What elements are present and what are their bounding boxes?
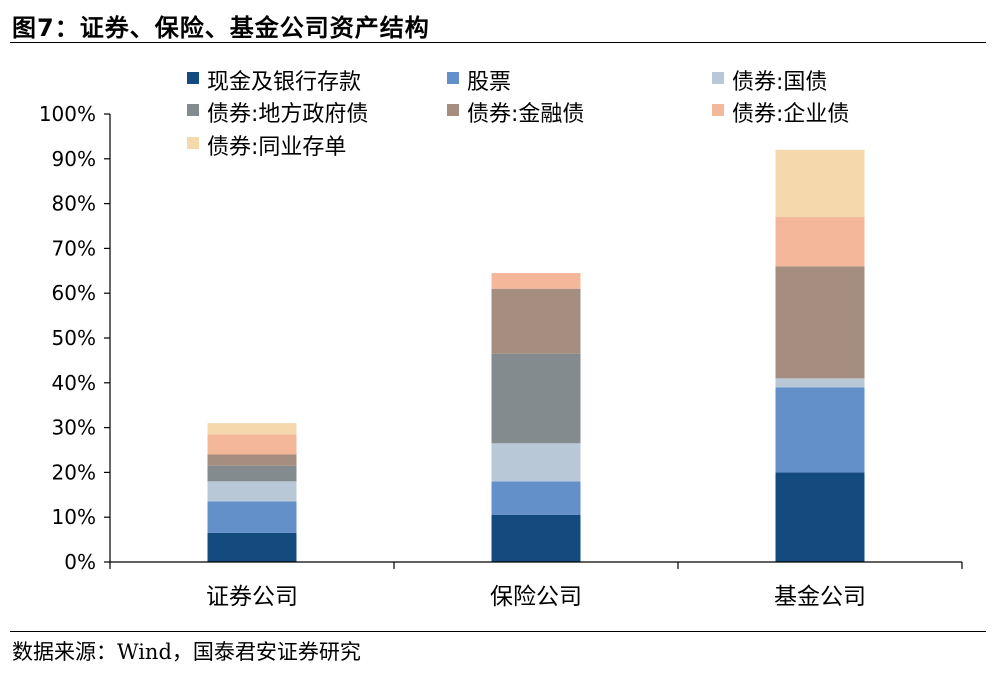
bar-segment <box>491 353 581 444</box>
y-tick-label: 80% <box>52 192 96 216</box>
legend-label: 债券:国债 <box>732 70 827 95</box>
bars <box>207 149 865 562</box>
bar-segment <box>775 472 865 562</box>
bar-segment <box>775 217 865 267</box>
y-tick-label: 70% <box>52 236 96 260</box>
source-note: 数据来源：Wind，国泰君安证券研究 <box>12 640 361 664</box>
y-tick-label: 50% <box>52 326 96 350</box>
legend-label: 债券:同业存单 <box>207 135 346 160</box>
y-tick-label: 0% <box>64 550 96 574</box>
bar-segment <box>207 481 297 502</box>
bar-segment <box>491 514 581 562</box>
bar-segment <box>775 149 865 218</box>
x-axis: 证券公司 保险公司 基金公司 <box>109 561 963 610</box>
legend-swatch <box>187 104 199 116</box>
bar-segment <box>207 423 297 435</box>
legend-swatch <box>187 72 199 84</box>
y-tick-label: 20% <box>52 460 96 484</box>
title-divider <box>10 42 986 43</box>
bar-segment <box>491 443 581 482</box>
x-tick-label: 保险公司 <box>490 584 582 610</box>
bar-segment <box>491 288 581 354</box>
legend-swatch <box>447 72 459 84</box>
bar-segment <box>207 434 297 455</box>
bar-segment <box>775 266 865 379</box>
y-tick-label: 40% <box>52 371 96 395</box>
legend-swatch <box>187 137 199 149</box>
legend-label: 债券:地方政府债 <box>207 102 368 127</box>
legend-label: 现金及银行存款 <box>207 70 361 95</box>
chart-title: 图7：证券、保险、基金公司资产结构 <box>12 14 430 42</box>
y-tick-label: 10% <box>52 505 96 529</box>
y-axis: 0% 10% 20% 30% 40% 50% 60% 70% 80% 90% 100% <box>39 102 111 574</box>
bar-segment <box>491 481 581 515</box>
bar-segment <box>207 501 297 533</box>
legend-swatch <box>447 104 459 116</box>
bar-segment <box>491 273 581 289</box>
bar-segment <box>775 387 865 473</box>
x-tick-label: 证券公司 <box>206 584 298 610</box>
bar-segment <box>207 532 297 562</box>
source-divider <box>10 631 986 632</box>
legend-swatch <box>712 104 724 116</box>
bar-segment <box>775 378 865 388</box>
legend-label: 股票 <box>467 70 511 95</box>
bar-segment <box>207 465 297 482</box>
y-tick-label: 30% <box>52 416 96 440</box>
legend-label: 债券:企业债 <box>732 102 849 127</box>
y-tick-label: 90% <box>52 147 96 171</box>
y-tick-label: 100% <box>39 102 96 126</box>
legend-label: 债券:金融债 <box>467 102 584 127</box>
x-tick-label: 基金公司 <box>774 584 866 610</box>
legend-swatch <box>712 72 724 84</box>
y-tick-label: 60% <box>52 281 96 305</box>
bar-segment <box>207 454 297 466</box>
